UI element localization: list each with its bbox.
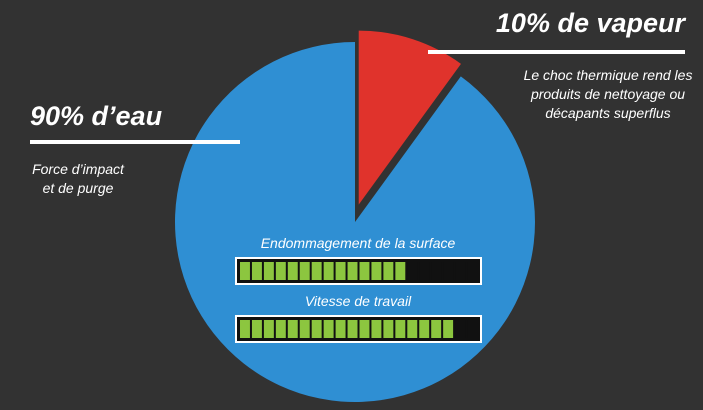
progress-segment-filled [335, 320, 346, 338]
progress-segment-filled [359, 320, 370, 338]
progress-segment-filled [371, 262, 382, 280]
progress-segment-empty [419, 262, 430, 280]
progress-segment-filled [263, 320, 274, 338]
pie-slice-water [175, 42, 535, 402]
progress-segment-filled [443, 320, 454, 338]
slice-description-steam-1: Le choc thermique rend les [524, 67, 693, 83]
progress-segment-filled [383, 320, 394, 338]
progress-segment-filled [335, 262, 346, 280]
progress-segment-filled [323, 320, 334, 338]
progress-segment-filled [299, 320, 310, 338]
progress-segment-filled [419, 320, 430, 338]
progress-segment-empty [467, 320, 477, 338]
slice-description-steam-2: produits de nettoyage ou [530, 86, 685, 102]
progress-segment-filled [359, 262, 370, 280]
progress-segment-filled [311, 320, 322, 338]
bar-label-surface-damage: Endommagement de la surface [261, 235, 456, 251]
progress-segment-empty [467, 262, 477, 280]
progress-segment-filled [287, 320, 298, 338]
progress-segment-filled [347, 320, 358, 338]
progress-segment-filled [311, 262, 322, 280]
pie-slice-steam [358, 30, 461, 205]
progress-segment-filled [287, 262, 298, 280]
slice-label-water: 90% d’eau [30, 101, 163, 131]
progress-segment-filled [383, 262, 394, 280]
progress-segment-filled [251, 320, 262, 338]
slice-label-steam: 10% de vapeur [496, 8, 687, 38]
slice-description-water-1: Force d’impact [32, 161, 125, 177]
slice-description-water-2: et de purge [43, 180, 114, 196]
progress-segment-filled [395, 262, 406, 280]
progress-segment-empty [455, 320, 466, 338]
progress-segment-filled [371, 320, 382, 338]
progress-segment-filled [275, 262, 286, 280]
progress-segment-filled [323, 262, 334, 280]
progress-segment-empty [443, 262, 454, 280]
progress-segment-filled [395, 320, 406, 338]
progress-segment-filled [263, 262, 274, 280]
progress-segment-empty [407, 262, 418, 280]
progress-segment-filled [240, 262, 250, 280]
progress-segment-filled [299, 262, 310, 280]
progress-segment-filled [407, 320, 418, 338]
progress-segment-empty [431, 262, 442, 280]
progress-segment-filled [431, 320, 442, 338]
progress-segment-filled [240, 320, 250, 338]
slice-description-steam-3: décapants superflus [545, 105, 670, 121]
progress-segment-filled [251, 262, 262, 280]
progress-segment-filled [347, 262, 358, 280]
progress-segment-empty [455, 262, 466, 280]
progress-segment-filled [275, 320, 286, 338]
bar-label-work-speed: Vitesse de travail [305, 293, 412, 309]
